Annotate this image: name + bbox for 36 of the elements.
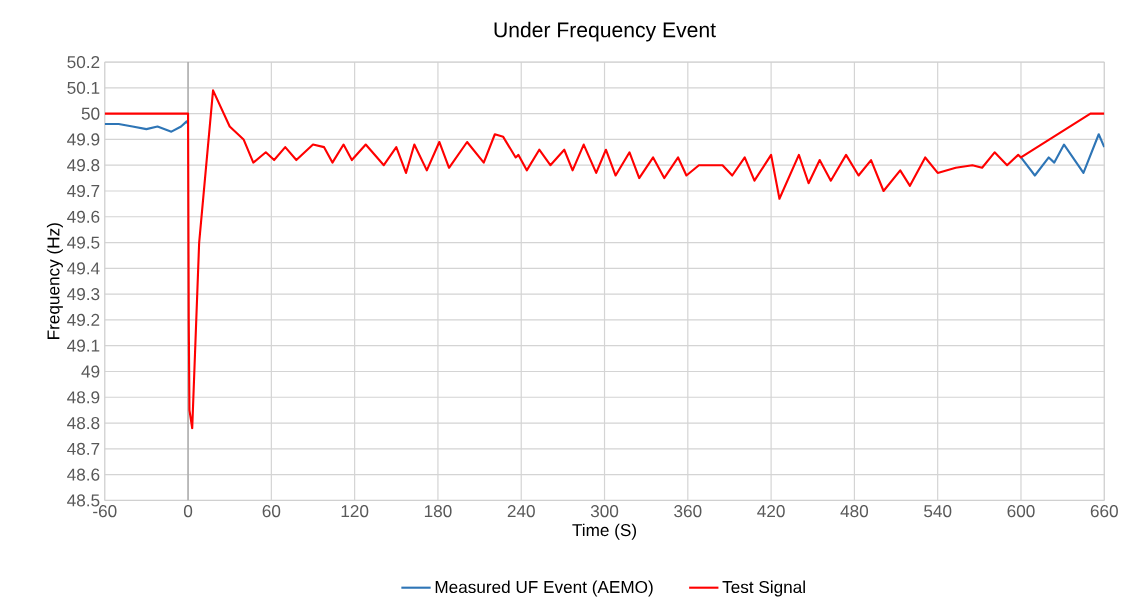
y-tick-label: 48.7 bbox=[67, 442, 100, 455]
y-tick-label: 50.1 bbox=[67, 81, 100, 94]
x-tick-label: 540 bbox=[924, 504, 952, 518]
legend-label: Test Signal bbox=[722, 580, 805, 597]
x-tick-label: 60 bbox=[262, 504, 281, 518]
x-tick-label: 480 bbox=[840, 504, 869, 518]
y-tick-label: 50 bbox=[81, 107, 100, 120]
x-tick-label: 180 bbox=[424, 504, 452, 518]
x-tick-label: 240 bbox=[507, 504, 535, 518]
y-tick-label: 49.4 bbox=[67, 262, 100, 275]
x-tick-label: -60 bbox=[93, 504, 117, 518]
y-tick-label: 49.7 bbox=[67, 184, 100, 197]
legend-label: Measured UF Event (AEMO) bbox=[435, 580, 653, 597]
x-tick-label: 420 bbox=[757, 504, 785, 518]
y-tick-label: 48.6 bbox=[67, 468, 100, 481]
y-tick-label: 48.9 bbox=[67, 391, 100, 404]
x-tick-label: 660 bbox=[1090, 504, 1118, 518]
x-axis-title: Time (S) bbox=[572, 523, 637, 540]
y-axis-title: Frequency (Hz) bbox=[46, 223, 63, 339]
chart-title: Under Frequency Event bbox=[494, 21, 716, 42]
y-tick-label: 48.8 bbox=[67, 416, 100, 429]
y-tick-label: 49.5 bbox=[67, 236, 100, 249]
y-tick-label: 49.2 bbox=[67, 313, 100, 326]
y-tick-label: 50.2 bbox=[67, 55, 100, 68]
y-tick-label: 49 bbox=[81, 365, 100, 378]
y-tick-label: 49.1 bbox=[67, 339, 100, 352]
x-tick-label: 300 bbox=[590, 504, 619, 518]
y-tick-label: 49.9 bbox=[67, 133, 100, 146]
y-tick-label: 49.3 bbox=[67, 287, 100, 301]
y-tick-label: 49.6 bbox=[67, 210, 100, 223]
y-tick-label: 49.8 bbox=[67, 158, 100, 172]
x-tick-label: 0 bbox=[183, 504, 193, 518]
x-tick-label: 360 bbox=[674, 504, 702, 518]
x-tick-label: 120 bbox=[341, 504, 369, 518]
x-tick-label: 600 bbox=[1007, 504, 1035, 518]
y-tick-label: 48.5 bbox=[67, 494, 100, 507]
